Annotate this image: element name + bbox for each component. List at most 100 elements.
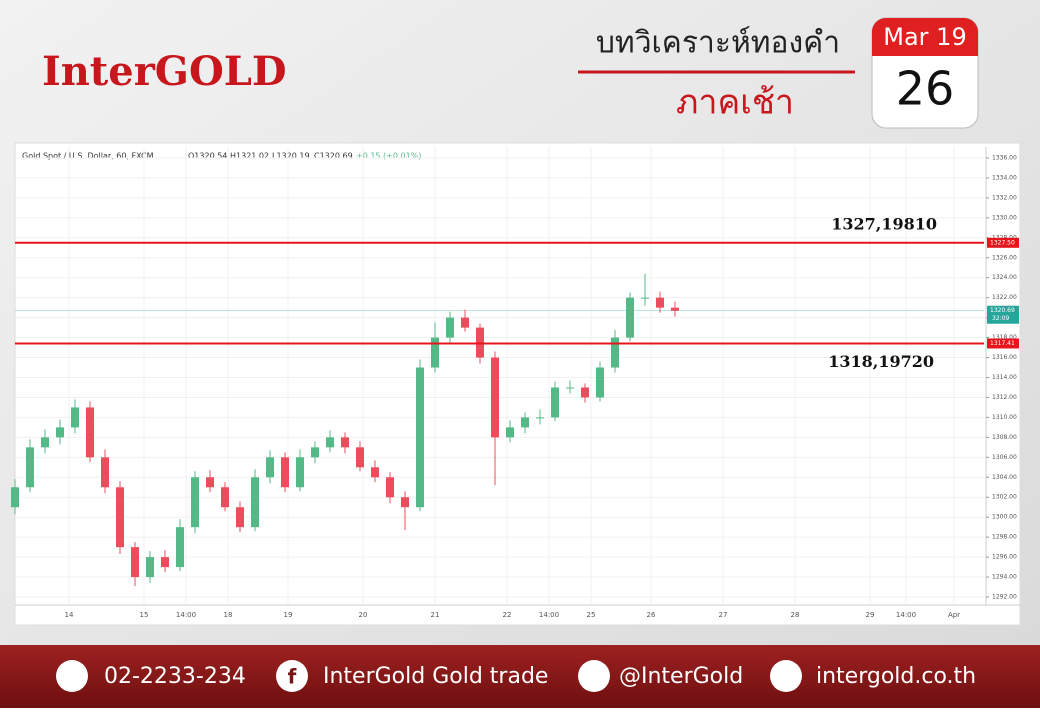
ohlc-value: +0.15 (+0.01%) — [356, 152, 421, 161]
line-icon — [578, 660, 610, 692]
candle-body — [446, 317, 454, 338]
x-tick-label: 14:00 — [176, 611, 196, 619]
candle-body — [86, 407, 94, 458]
y-tick-label: 1330.00 — [992, 214, 1017, 221]
facebook-glyph: f — [288, 665, 297, 689]
candle-body — [596, 367, 604, 398]
last-price-label: 1320.69 — [990, 307, 1015, 314]
x-tick-label: 25 — [587, 611, 596, 619]
candle-body — [236, 507, 244, 528]
candle-body — [191, 477, 199, 528]
y-tick-label: 1300.00 — [992, 514, 1017, 521]
footer-facebook: InterGold Gold trade — [323, 664, 548, 689]
y-tick-label: 1306.00 — [992, 454, 1017, 461]
candle-body — [206, 477, 214, 488]
y-tick-label: 1324.00 — [992, 274, 1017, 281]
phone-icon — [56, 660, 88, 692]
x-tick-label: 14 — [65, 611, 74, 619]
candle-body — [431, 337, 439, 368]
y-tick-label: 1302.00 — [992, 494, 1017, 501]
y-tick-label: 1316.00 — [992, 354, 1017, 361]
ohlc-legend: O1320.54 H1321.02 L1320.19 C1320.69 +0.15 (+… — [188, 152, 421, 161]
candle-body — [326, 437, 334, 448]
candle-body — [296, 457, 304, 488]
y-tick-label: 1312.00 — [992, 394, 1017, 401]
x-tick-label: Apr — [948, 611, 960, 619]
calendar-top — [872, 18, 978, 56]
ohlc-value: L1320.19 — [272, 152, 310, 161]
candle-body — [671, 307, 679, 311]
candle-body — [56, 427, 64, 438]
candle-body — [266, 457, 274, 478]
chart-title: Gold Spot / U.S. Dollar, 60, FXCM — [22, 152, 154, 161]
x-tick-label: 28 — [791, 611, 800, 619]
candle-body — [71, 407, 79, 428]
candle-body — [461, 317, 469, 328]
ohlc-value: O1320.54 — [188, 152, 227, 161]
facebook-icon — [276, 660, 308, 692]
x-tick-label: 14:00 — [896, 611, 916, 619]
x-tick-label: 15 — [140, 611, 149, 619]
candle-body — [491, 357, 499, 438]
candle-body — [41, 437, 49, 448]
candle-body — [161, 557, 169, 568]
x-tick-label: 22 — [503, 611, 512, 619]
candle-body — [401, 497, 409, 508]
x-tick-label: 29 — [866, 611, 875, 619]
ohlc-value: C1320.69 — [314, 152, 353, 161]
web-icon — [770, 660, 802, 692]
y-tick-label: 1296.00 — [992, 554, 1017, 561]
countdown-label: 32:09 — [992, 315, 1009, 322]
title: บทวิเคราะห์ทองคำ — [596, 26, 840, 61]
subtitle: ภาคเช้า — [676, 83, 794, 123]
candle-body — [386, 477, 394, 498]
candle-body — [506, 427, 514, 438]
x-tick-label: 21 — [431, 611, 440, 619]
candle-body — [341, 437, 349, 448]
candle-body — [116, 487, 124, 548]
x-tick-label: 18 — [224, 611, 233, 619]
candle-body — [101, 457, 109, 488]
candle-body — [176, 527, 184, 568]
level-label: 1317.41 — [990, 340, 1015, 347]
candle-body — [536, 417, 544, 419]
y-tick-label: 1314.00 — [992, 374, 1017, 381]
footer-website: intergold.co.th — [816, 664, 976, 689]
candle-body — [566, 387, 574, 389]
candle-body — [131, 547, 139, 578]
candle-body — [251, 477, 259, 528]
y-tick-label: 1318.00 — [992, 334, 1017, 341]
candle-body — [611, 337, 619, 368]
candle-body — [221, 487, 229, 508]
x-tick-label: 27 — [719, 611, 728, 619]
footer-phone: 02-2233-234 — [104, 664, 246, 689]
level-tag — [987, 338, 1019, 349]
y-tick-label: 1336.00 — [992, 154, 1017, 161]
ohlc-value: H1321.02 — [230, 152, 269, 161]
candle-body — [356, 447, 364, 468]
x-tick-label: 26 — [647, 611, 656, 619]
x-tick-label: 14:00 — [539, 611, 559, 619]
level-label: 1327.50 — [990, 239, 1015, 246]
calendar-day: 26 — [896, 62, 955, 116]
level-annotation: 1318,19720 — [828, 352, 934, 371]
y-tick-label: 1326.00 — [992, 254, 1017, 261]
candle-body — [551, 387, 559, 418]
candle-body — [641, 297, 649, 299]
y-tick-label: 1292.00 — [992, 594, 1017, 601]
y-tick-label: 1294.00 — [992, 574, 1017, 581]
y-tick-label: 1308.00 — [992, 434, 1017, 441]
candle-body — [311, 447, 319, 458]
candle-body — [11, 487, 19, 508]
level-annotation: 1327,19810 — [831, 214, 937, 233]
candle-body — [416, 367, 424, 508]
candle-body — [521, 417, 529, 428]
y-tick-label: 1304.00 — [992, 474, 1017, 481]
candle-body — [581, 387, 589, 398]
footer-line: @InterGold — [619, 664, 743, 689]
candle-body — [146, 557, 154, 578]
y-tick-label: 1310.00 — [992, 414, 1017, 421]
candle-body — [371, 467, 379, 478]
y-tick-label: 1334.00 — [992, 174, 1017, 181]
